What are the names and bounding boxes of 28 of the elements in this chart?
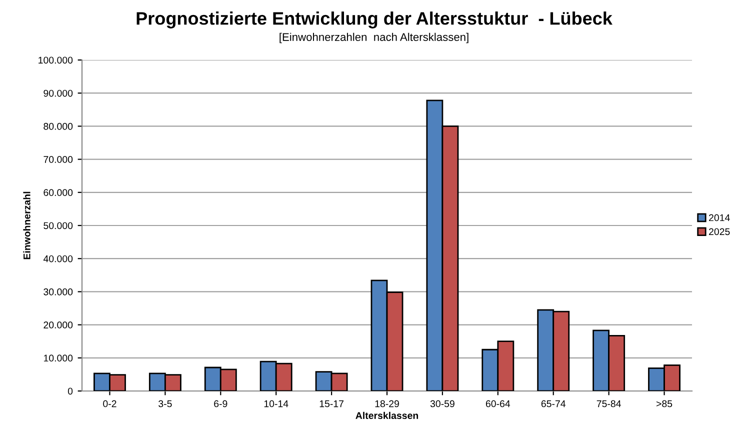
y-tick-label: 80.000 xyxy=(44,122,73,130)
x-tick-label: 75-84 xyxy=(596,400,621,408)
legend-label: 2014 xyxy=(709,214,730,222)
x-tick-label: 15-17 xyxy=(320,400,344,408)
y-tick-label: 20.000 xyxy=(44,322,73,328)
x-tick-label: 30-59 xyxy=(430,400,454,408)
y-tick-label: 40.000 xyxy=(43,255,73,262)
x-tick-label: 10-14 xyxy=(264,400,288,408)
x-tick-label: 6-9 xyxy=(214,400,228,408)
y-tick-label: 60.000 xyxy=(44,189,73,196)
x-tick-label: 3-5 xyxy=(158,400,172,408)
y-axis-title: Einwohnerzahl xyxy=(23,192,30,260)
y-tick-label: 90.000 xyxy=(44,90,73,97)
x-tick-label: 60-64 xyxy=(486,400,510,408)
x-axis-title: Altersklassen xyxy=(356,412,418,420)
x-tick-label: >85 xyxy=(656,400,672,408)
x-tick-label: 0-2 xyxy=(103,400,116,408)
chart-title: Prognostizierte Entwicklung der Altersstuktur - Lübeck xyxy=(136,12,612,28)
y-tick-label: 100.000 xyxy=(38,56,73,64)
legend-label: 2025 xyxy=(709,228,730,236)
y-tick-label: 70.000 xyxy=(44,156,73,163)
x-tick-label: 18-29 xyxy=(375,400,399,408)
x-tick-label: 65-74 xyxy=(541,400,566,408)
y-tick-label: 50.000 xyxy=(44,222,73,230)
y-tick-label: 30.000 xyxy=(44,288,73,296)
y-tick-label: 0 xyxy=(68,388,73,395)
y-tick-label: 10.000 xyxy=(44,354,73,362)
chart-subtitle: [Einwohnerzahlen nach Altersklassen] xyxy=(280,32,468,44)
